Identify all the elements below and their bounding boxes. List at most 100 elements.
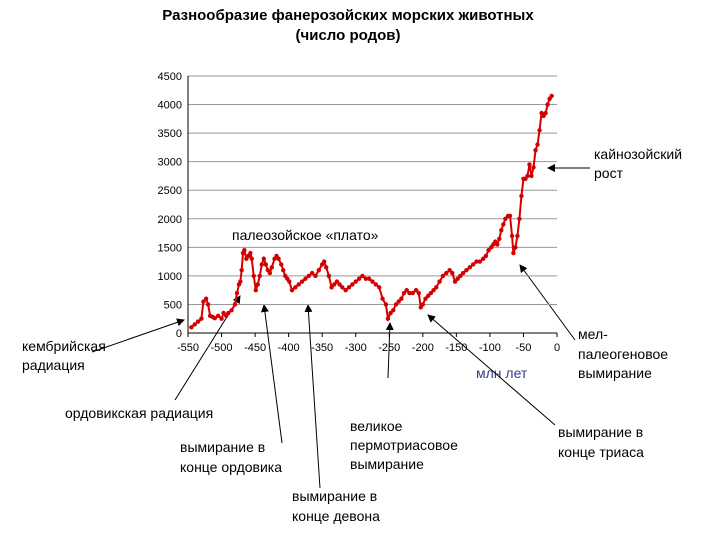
data-point [306, 273, 311, 279]
data-point [346, 285, 352, 290]
data-point [437, 279, 442, 284]
data-point [219, 316, 224, 321]
data-point [329, 285, 334, 290]
data-point [201, 299, 206, 304]
data-point [450, 270, 455, 276]
data-point [350, 282, 355, 287]
y-tick-label: 4500 [158, 71, 182, 83]
data-point [289, 287, 295, 293]
data-point [281, 267, 286, 273]
annotation: палеогеновое [578, 346, 668, 362]
data-point [531, 165, 536, 170]
data-point [229, 307, 234, 313]
x-tick-label: -250 [378, 342, 400, 354]
data-point [460, 270, 466, 276]
data-point [497, 236, 502, 241]
annotation: рост [594, 165, 624, 181]
annotation: кайнозойский [594, 146, 682, 162]
annotation: великое [350, 418, 403, 434]
annotation: ордовикская радиация [65, 405, 213, 421]
data-point [428, 290, 434, 296]
data-point [407, 290, 412, 296]
x-tick-label: 0 [554, 342, 560, 354]
data-point [373, 282, 379, 287]
annotation: конце девона [292, 508, 380, 524]
data-point [205, 302, 211, 307]
data-point [458, 273, 463, 279]
x-tick-label: -100 [479, 342, 501, 354]
data-point [226, 310, 231, 316]
data-point [251, 273, 256, 279]
annotation: вымирание [578, 365, 652, 381]
data-point [431, 287, 436, 293]
chart-subtitle: (число родов) [296, 27, 401, 44]
data-point [296, 282, 301, 287]
x-tick-label: -450 [244, 342, 266, 354]
arrow [519, 264, 576, 341]
data-point [416, 290, 421, 296]
y-tick-label: 4000 [158, 100, 182, 112]
data-point [324, 265, 329, 270]
data-point [380, 296, 385, 301]
y-tick-label: 2500 [158, 185, 182, 197]
data-point [232, 302, 238, 307]
arrow [91, 318, 185, 353]
data-point [527, 162, 532, 167]
data-point [413, 287, 419, 293]
data-point [199, 316, 204, 321]
data-point [533, 148, 538, 153]
data-point [434, 285, 439, 290]
x-tick-label: -500 [211, 342, 233, 354]
annotation: вымирание в [180, 439, 265, 455]
data-point [221, 310, 226, 316]
data-point [455, 276, 460, 281]
data-point [440, 273, 446, 279]
data-point [423, 296, 428, 301]
data-point [511, 250, 516, 256]
data-point [515, 233, 520, 239]
annotation: радиация [22, 357, 85, 373]
data-point [388, 310, 393, 316]
data-point [545, 102, 550, 107]
data-point [239, 267, 244, 273]
data-point [276, 256, 281, 261]
x-tick-label: -400 [278, 342, 300, 354]
y-tick-label: 1000 [158, 271, 182, 283]
data-point [535, 142, 540, 147]
data-point [537, 128, 542, 133]
data-point [543, 110, 548, 116]
data-point [499, 228, 504, 233]
data-point [269, 265, 275, 270]
data-point [529, 173, 534, 179]
data-point [238, 279, 243, 284]
x-tick-label: -200 [412, 342, 434, 354]
data-point [316, 267, 322, 273]
x-tick-label: -50 [516, 342, 532, 354]
data-point [309, 270, 315, 276]
y-tick-label: 500 [164, 299, 182, 311]
data-point [509, 233, 515, 239]
data-point [337, 282, 342, 287]
annotation: палеозойское «плато» [232, 227, 379, 243]
data-point [477, 259, 483, 264]
data-point [525, 173, 530, 179]
data-point [549, 93, 554, 99]
data-point [279, 262, 284, 267]
data-point [474, 259, 479, 264]
y-tick-label: 1500 [158, 242, 182, 254]
data-point [452, 279, 458, 284]
data-point [242, 247, 247, 253]
chart-title: Разнообразие фанерозойских морских живот… [162, 7, 534, 24]
annotation: вымирание в [292, 488, 377, 504]
data-point [356, 276, 362, 281]
data-point [410, 290, 415, 296]
data-point [313, 273, 318, 279]
annotation: конце триаса [558, 444, 644, 460]
annotation: конце ордовика [180, 459, 282, 475]
data-point [464, 267, 469, 273]
data-point [483, 253, 489, 259]
data-point [444, 270, 449, 276]
data-point [507, 213, 513, 219]
annotation: мел- [578, 326, 608, 342]
